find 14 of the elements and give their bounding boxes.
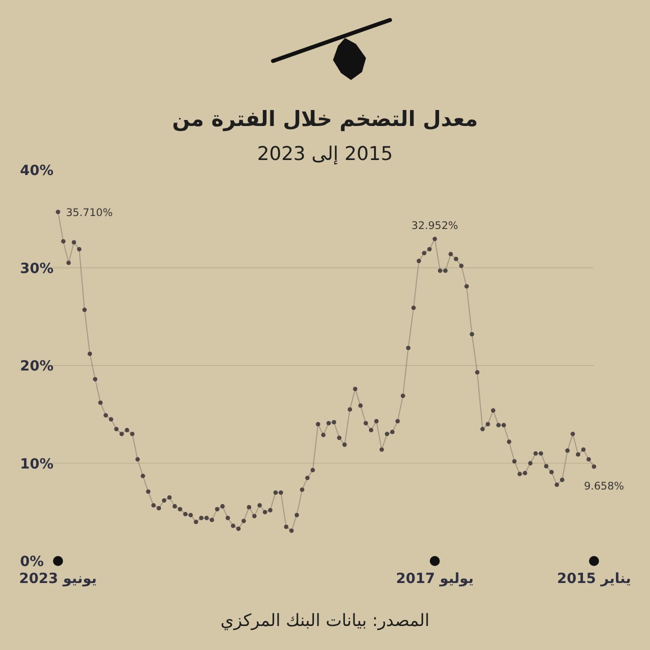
- x-tick-label: يناير 2015: [556, 571, 632, 587]
- y-tick-label: 10%: [20, 456, 54, 472]
- annotation: 35.710%: [66, 206, 113, 219]
- y-tick-label: 30%: [20, 260, 54, 277]
- x-tick-label: يوليو 2017: [396, 571, 474, 587]
- y-tick-label: 20%: [20, 358, 54, 374]
- y-tick-label: 0%: [20, 554, 44, 570]
- y-tick-label: 40%: [20, 163, 54, 179]
- annotation: 9.658%: [584, 480, 624, 493]
- chart-subtitle: 2015 إلى 2023: [257, 143, 393, 165]
- annotation: 32.952%: [411, 220, 458, 232]
- x-tick-label: يونيو 2023: [19, 571, 97, 587]
- chart-title: معدل التضخم خلال الفترة من: [172, 107, 478, 132]
- text: المصدر: بيانات البنك المركزي: [220, 611, 430, 631]
